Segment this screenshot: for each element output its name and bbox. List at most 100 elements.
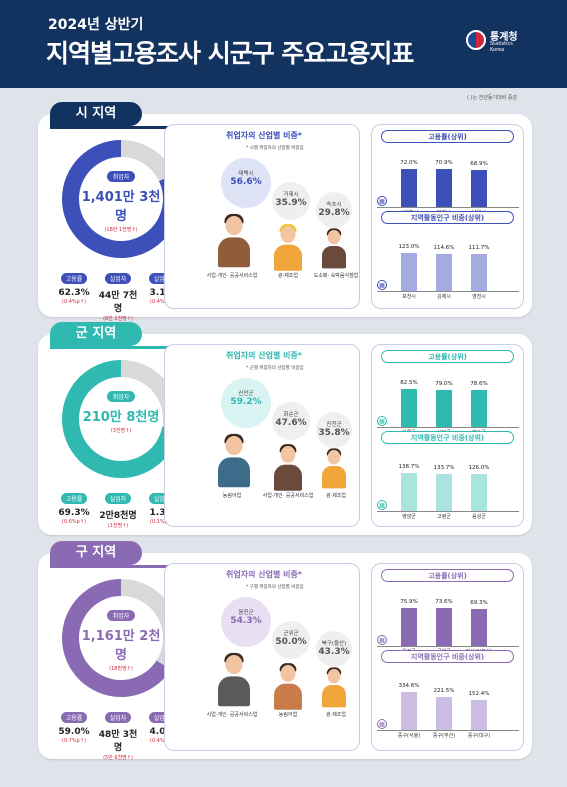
bar-region-label: 중구(대구) [467,733,491,739]
header-subtitle: 2024년 상반기 [48,17,144,33]
worker-figure-icon [274,224,302,271]
bar-region-label: 영천시 [472,294,486,300]
chart-baseline [377,291,519,292]
region-tab-underline [50,565,220,568]
worker-figure-icon [274,444,302,491]
employment-rate-ranking-title: 고용률(상위) [381,130,514,143]
stat-change: (0.1%p↑) [150,519,174,525]
building-icon: ▦ [377,280,387,290]
employed-value: 210만 8천명 [82,410,160,425]
ranking-bar [436,697,452,730]
bar-value-label: 70.9% [435,160,453,167]
employed-change: (18만 1천명↑) [104,227,138,233]
bar-value-label: 68.9% [470,160,488,167]
worker-body [218,237,250,268]
ranking-bar [436,608,452,646]
stat-label: 고용률 [60,493,88,504]
ranking-bar [436,169,452,207]
employment-rate-ranking-title: 고용률(상위) [381,569,514,582]
ranking-bar [471,389,487,427]
employed-donut: 취업자 1,161만 2천명 (18만명↑) [62,579,180,697]
industry-bubble: 진천군 35.8% [316,412,352,448]
industry-caption: 도소매· 숙박음식점업 [313,273,359,279]
bar-region-label: 중구(서울) [397,733,421,739]
participation-ranking-title: 지역활동인구 비중(상위) [381,211,514,224]
industry-note: * 시별 취업자의 산업별 비중임 [246,146,304,151]
stat-change: (0.4%p↑) [150,299,174,305]
bubble-region-name: 화순군 [283,412,299,419]
header-banner: 2024년 상반기 지역별고용조사 시군구 주요고용지표 통계청 Statist… [0,0,567,88]
stat-value: 4.0% [149,727,175,737]
stat-value: 48만 3천명 [98,730,138,753]
region-tab: 시 지역 [50,102,142,126]
statistics-korea-logo: 통계청 Statistics Korea [466,28,528,53]
bar-value-label: 111.7% [468,245,490,252]
worker-figure-icon [218,433,250,488]
bar-region-label: 포천시 [402,294,416,300]
ranking-bar [401,253,417,291]
stat-value: 62.3% [58,288,90,298]
stat-unemployment-rate: 실업률 4.0% (0.4%p↑) [142,705,182,744]
worker-body [322,685,346,708]
industry-caption: 사업·개인· 공공서비스업 [206,712,258,718]
region-tab: 군 지역 [50,322,142,346]
industry-bubble: 태백시 56.6% [221,158,271,208]
industry-note: * 구별 취업자의 산업별 비중임 [246,585,304,590]
stat-label: 실업률 [148,273,176,284]
worker-body [218,676,250,707]
ranking-bar [436,473,452,511]
stat-label: 실업률 [148,493,176,504]
taegeuk-logo-icon [466,30,486,50]
ranking-bar [471,700,487,730]
industry-bubble: 신안군 59.2% [221,378,271,428]
industry-bubble: 옹진군 54.3% [221,597,271,647]
donut-center: 취업자 1,401만 3천명 (18만 1천명↑) [79,157,163,241]
stat-employment-rate: 고용률 69.3% (0.6%p↑) [54,486,94,525]
bubble-region-name: 속초시 [326,201,342,208]
stat-change: (8만 2천명↑) [103,316,133,322]
bar-region-label: 김제시 [437,294,451,300]
worker-head [327,230,341,245]
ranking-bar [471,474,487,511]
industry-caption: 농림어업 [222,493,242,499]
worker-figure-icon [322,667,346,708]
stat-change: (0.7%p↑) [62,738,86,744]
building-icon: ▦ [377,500,387,510]
worker-head [225,216,243,236]
stat-unemployment-rate: 실업률 3.1% (0.4%p↑) [142,266,182,305]
ranking-bar [401,389,417,427]
participation-ranking-title: 지역활동인구 비중(상위) [381,650,514,663]
stat-value: 2만8천명 [99,511,137,521]
donut-center: 취업자 210만 8천명 (3천명↑) [79,377,163,461]
industry-note: * 군별 취업자의 산업별 비중임 [246,366,304,371]
industry-bubble: 속초시 29.8% [316,192,352,228]
stat-change: (0.4%p↑) [150,738,174,744]
bubble-region-name: 옹진군 [238,610,254,616]
ranking-bar [401,692,417,730]
industry-bubble: 화순군 47.6% [272,402,310,440]
industry-bubble: 거제시 35.9% [272,182,310,220]
worker-head [327,669,341,684]
bubble-share-value: 35.8% [318,427,350,438]
stat-value: 44만 7천명 [98,291,138,314]
stat-value: 69.3% [58,508,90,518]
industry-bubble: 북구(울산) 43.3% [316,631,352,667]
stat-value: 59.0% [58,727,90,737]
employed-label: 취업자 [106,610,136,621]
worker-figure-icon [218,213,250,268]
worker-head [225,655,243,675]
bubble-share-value: 56.6% [230,177,262,187]
bar-value-label: 133.7% [433,464,455,471]
stat-label: 실업자 [104,712,132,723]
worker-body [218,457,250,488]
worker-figure-icon [218,652,250,707]
worker-body [322,466,346,489]
bar-value-label: 75.9% [400,599,418,605]
industry-caption: 농림어업 [278,712,298,718]
stat-label: 실업률 [148,712,176,723]
region-tab-underline [50,126,220,129]
stat-label: 고용률 [60,273,88,284]
bar-value-label: 126.0% [468,465,490,472]
industry-caption: 광·제조업 [326,493,346,499]
employed-donut: 취업자 210만 8천명 (3천명↑) [62,360,180,478]
